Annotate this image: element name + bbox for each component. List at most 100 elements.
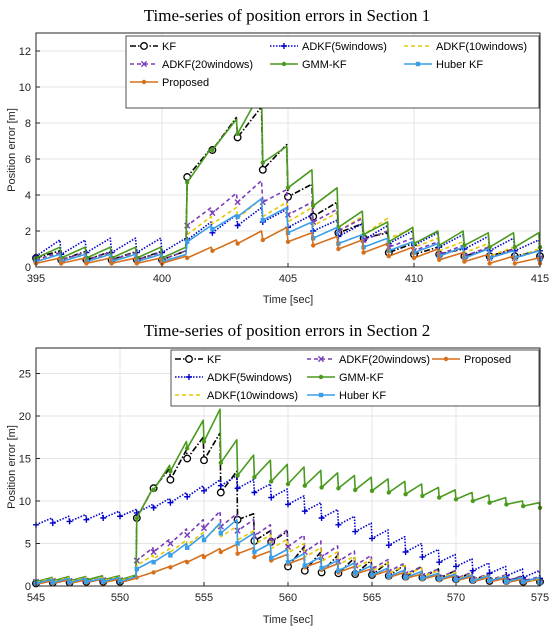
- data-point-proposed: [59, 261, 64, 266]
- data-point-kf: [216, 488, 225, 497]
- chart-2-y-axis-label: Position error [m]: [6, 425, 18, 509]
- data-point-kf: [183, 454, 192, 463]
- data-point-gmm-kf: [453, 497, 459, 502]
- data-point-huber-kf: [185, 545, 190, 550]
- data-point-adkf-5windows: [402, 549, 409, 555]
- data-point-adkf-5windows: [469, 567, 476, 574]
- y-tick-label: 0: [25, 262, 31, 274]
- chart-1-plot-area: [32, 89, 544, 266]
- data-point-gmm-kf: [210, 147, 215, 153]
- x-tick-label: 560: [279, 592, 297, 604]
- chart-2-x-axis-label: Time [sec]: [263, 614, 313, 626]
- legend-marker: [140, 60, 148, 68]
- x-tick-label: 405: [279, 273, 297, 285]
- data-point-gmm-kf: [353, 487, 358, 493]
- legend-item-gmm-kf: GMM-KF: [270, 59, 347, 71]
- legend-marker: [186, 374, 192, 380]
- series-proposed: [33, 226, 543, 266]
- data-point-proposed: [336, 246, 341, 252]
- data-point-gmm-kf: [252, 475, 257, 480]
- data-point-huber-kf: [420, 576, 425, 581]
- chart-2-tick-labels: 545 550 555 560 565 570 575 0 5 10 15 20 25: [19, 369, 549, 605]
- data-point-adkf-5windows: [251, 489, 258, 496]
- data-point-proposed: [361, 250, 366, 255]
- data-point-gmm-kf: [487, 500, 492, 505]
- y-tick-label: 20: [19, 411, 31, 423]
- data-point-adkf-5windows: [100, 515, 107, 521]
- data-point-adkf-20windows: [150, 548, 157, 556]
- chart-1-y-axis-label: Position error [m]: [6, 108, 18, 192]
- data-point-gmm-kf: [512, 245, 517, 250]
- data-point-huber-kf: [403, 575, 408, 580]
- data-point-gmm-kf: [437, 495, 442, 500]
- data-point-gmm-kf: [311, 203, 316, 208]
- legend-marker: [185, 355, 193, 363]
- data-point-gmm-kf: [168, 469, 173, 474]
- data-point-proposed: [109, 261, 114, 266]
- data-point-proposed: [201, 554, 207, 560]
- data-point-huber-kf: [269, 555, 274, 561]
- data-point-gmm-kf: [302, 483, 307, 488]
- legend-label: KF: [162, 41, 176, 53]
- data-point-gmm-kf: [386, 490, 391, 495]
- data-point-huber-kf: [453, 577, 459, 583]
- legend-item-proposed: Proposed: [432, 354, 511, 366]
- legend-item-adkf-5windows: ADKF(5windows): [270, 41, 387, 53]
- data-point-adkf-5windows: [335, 521, 342, 528]
- data-point-gmm-kf: [319, 485, 324, 490]
- data-point-huber-kf: [117, 579, 123, 584]
- data-point-proposed: [235, 551, 240, 556]
- data-point-adkf-5windows: [167, 499, 174, 506]
- y-tick-label: 6: [25, 154, 31, 166]
- legend-marker: [141, 79, 147, 85]
- legend-item-huber-kf: Huber KF: [404, 59, 483, 71]
- data-point-huber-kf: [84, 579, 89, 584]
- data-point-huber-kf: [185, 239, 190, 244]
- data-point-proposed: [386, 254, 391, 259]
- data-point-huber-kf: [504, 579, 509, 584]
- data-point-huber-kf: [336, 568, 341, 573]
- x-tick-label: 400: [153, 273, 171, 285]
- data-point-adkf-20windows: [200, 525, 208, 532]
- legend-label: Proposed: [162, 77, 209, 89]
- data-point-huber-kf: [134, 566, 139, 572]
- data-point-adkf-5windows: [234, 222, 241, 229]
- data-point-huber-kf: [101, 579, 106, 584]
- y-tick-label: 5: [25, 539, 31, 551]
- data-point-adkf-20windows: [284, 543, 292, 550]
- data-point-adkf-5windows: [49, 520, 56, 527]
- chart-2-title: Time-series of position errors in Sectio…: [144, 321, 430, 340]
- chart-2-legend-box: [170, 349, 540, 407]
- data-point-gmm-kf: [521, 503, 526, 509]
- x-tick-label: 565: [363, 592, 381, 604]
- chart-1-title: Time-series of position errors in Sectio…: [144, 6, 430, 25]
- legend-label: Proposed: [464, 354, 511, 366]
- legend-item-adkf-10windows: ADKF(10windows): [404, 41, 527, 53]
- legend-item-huber-kf: Huber KF: [307, 390, 386, 402]
- chart-1-legend: KF ADKF(5windows) ADKF(10windows) ADKF(20wi…: [125, 35, 540, 109]
- data-point-adkf-5windows: [234, 485, 241, 492]
- data-point-proposed: [411, 255, 417, 261]
- data-point-adkf-5windows: [184, 493, 191, 500]
- data-point-proposed: [260, 237, 265, 243]
- legend-marker: [415, 61, 421, 67]
- data-point-huber-kf: [260, 218, 265, 223]
- data-point-huber-kf: [151, 560, 156, 565]
- data-point-gmm-kf: [235, 131, 240, 136]
- data-point-gmm-kf: [285, 185, 291, 190]
- data-point-proposed: [487, 261, 492, 266]
- chart-section-2: Time-series of position errors in Sectio…: [6, 321, 549, 626]
- data-point-adkf-5windows: [301, 508, 308, 515]
- data-point-gmm-kf: [403, 492, 408, 497]
- legend-label: ADKF(5windows): [302, 41, 387, 53]
- data-point-adkf-5windows: [150, 504, 157, 511]
- legend-marker: [140, 42, 148, 50]
- data-point-huber-kf: [235, 214, 240, 219]
- data-point-adkf-5windows: [285, 501, 291, 508]
- data-point-huber-kf: [252, 549, 257, 555]
- data-point-gmm-kf: [269, 479, 274, 484]
- y-tick-label: 0: [25, 581, 31, 593]
- data-point-adkf-5windows: [217, 482, 224, 489]
- data-point-adkf-5windows: [66, 518, 73, 525]
